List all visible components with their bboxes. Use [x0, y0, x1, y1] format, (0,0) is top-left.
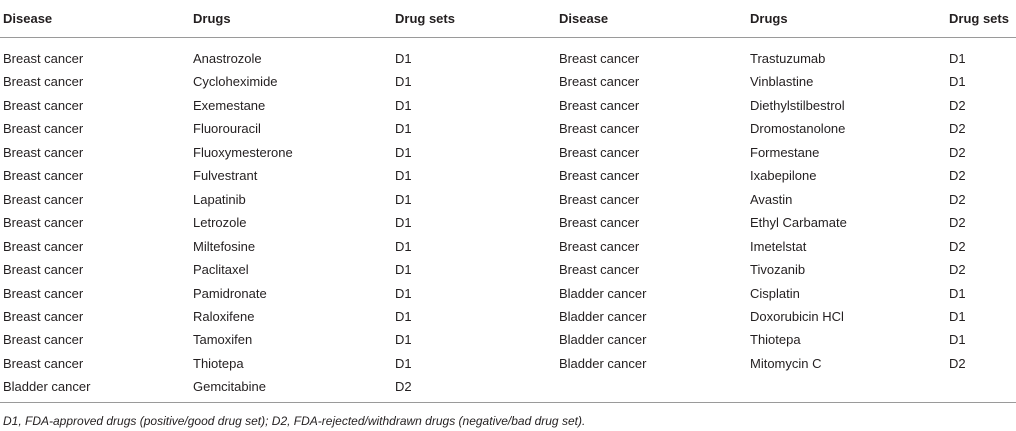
table-cell: Breast cancer — [3, 238, 84, 254]
table-cell: D2 — [949, 121, 966, 137]
table-cell: Breast cancer — [3, 285, 84, 301]
column-header: Drugs — [750, 11, 788, 26]
table-cell: D2 — [949, 355, 966, 371]
table-cell: Breast cancer — [3, 74, 84, 90]
table-cell: Breast cancer — [3, 121, 84, 137]
table-cell: Gemcitabine — [193, 379, 266, 395]
table-cell: Exemestane — [193, 97, 266, 113]
table-cell: Ethyl Carbamate — [750, 215, 847, 231]
table-cell: D1 — [395, 308, 412, 324]
table-cell: Breast cancer — [3, 144, 84, 160]
table-cell: Thiotepa — [750, 332, 801, 348]
table-cell: D1 — [395, 355, 412, 371]
table-cell: D1 — [395, 215, 412, 231]
table-cell: Breast cancer — [559, 121, 640, 137]
table-cell: D1 — [949, 285, 966, 301]
table-cell: D1 — [395, 191, 412, 207]
table-cell: Breast cancer — [3, 355, 84, 371]
table-cell: D2 — [949, 262, 966, 278]
table-cell: D2 — [949, 97, 966, 113]
table-cell: D1 — [395, 168, 412, 184]
table-cell: D1 — [949, 51, 966, 66]
table-cell: Tamoxifen — [193, 332, 253, 348]
table-cell: Breast cancer — [3, 332, 84, 348]
table-cell: Avastin — [750, 191, 793, 207]
table-cell: Anastrozole — [193, 51, 262, 66]
table-cell: Breast cancer — [559, 238, 640, 254]
table-cell: D1 — [395, 285, 412, 301]
table-cell: Dromostanolone — [750, 121, 846, 137]
table-cell: Breast cancer — [3, 262, 84, 278]
table-cell: Fulvestrant — [193, 168, 258, 184]
table-cell: Bladder cancer — [3, 379, 91, 395]
table-cell: Imetelstat — [750, 238, 807, 254]
table-cell: Breast cancer — [559, 74, 640, 90]
table-cell: Breast cancer — [3, 168, 84, 184]
footnote: D1, FDA-approved drugs (positive/good dr… — [3, 414, 586, 428]
table-cell: Paclitaxel — [193, 262, 249, 278]
table-cell: Breast cancer — [559, 168, 640, 184]
table-cell: D2 — [949, 168, 966, 184]
table-cell: Cycloheximide — [193, 74, 278, 90]
table-cell: Miltefosine — [193, 238, 256, 254]
table-cell: Breast cancer — [559, 191, 640, 207]
table-cell: Mitomycin C — [750, 355, 822, 371]
table-cell: Vinblastine — [750, 74, 814, 90]
table-cell: Breast cancer — [559, 97, 640, 113]
table-cell: Letrozole — [193, 215, 247, 231]
table-cell: Pamidronate — [193, 285, 267, 301]
table-cell: D2 — [949, 144, 966, 160]
table-cell: Trastuzumab — [750, 51, 826, 66]
header-rule — [0, 37, 1016, 38]
table-cell: Fluorouracil — [193, 121, 261, 137]
column-header: Drugs — [193, 11, 231, 26]
table-cell: Bladder cancer — [559, 308, 647, 324]
column-header: Drug sets — [395, 11, 455, 26]
table-cell: Thiotepa — [193, 355, 244, 371]
table-cell: D1 — [395, 121, 412, 137]
table-cell: D2 — [949, 238, 966, 254]
table-cell: Diethylstilbestrol — [750, 97, 845, 113]
table-cell: Fluoxymesterone — [193, 144, 293, 160]
table-cell: Ixabepilone — [750, 168, 817, 184]
table-cell: D2 — [395, 379, 412, 395]
table-cell: Doxorubicin HCl — [750, 308, 844, 324]
table-cell: D1 — [395, 238, 412, 254]
table-cell: Breast cancer — [3, 308, 84, 324]
table-cell: D2 — [949, 215, 966, 231]
table-cell: Cisplatin — [750, 285, 800, 301]
table-cell: D1 — [395, 144, 412, 160]
table-cell: Tivozanib — [750, 262, 806, 278]
table-cell: D1 — [949, 74, 966, 90]
table-cell: Formestane — [750, 144, 820, 160]
table-cell: Breast cancer — [559, 262, 640, 278]
table-cell: Breast cancer — [3, 215, 84, 231]
table-cell: D1 — [949, 308, 966, 324]
table-cell: D1 — [395, 74, 412, 90]
table-cell: Bladder cancer — [559, 285, 647, 301]
table-cell: D1 — [395, 332, 412, 348]
table-cell: Raloxifene — [193, 308, 255, 324]
table-cell: Bladder cancer — [559, 332, 647, 348]
table-cell: Breast cancer — [559, 144, 640, 160]
column-header: Disease — [559, 11, 609, 26]
column-header: Drug sets — [949, 11, 1009, 26]
table-cell: Breast cancer — [559, 51, 640, 66]
table-cell: Bladder cancer — [559, 355, 647, 371]
column-header: Disease — [3, 11, 53, 26]
bottom-rule — [0, 402, 1016, 403]
table-cell: Breast cancer — [559, 215, 640, 231]
table-cell: Breast cancer — [3, 51, 84, 66]
table-cell: D1 — [395, 262, 412, 278]
table-cell: D1 — [395, 51, 412, 66]
table-cell: Breast cancer — [3, 191, 84, 207]
table-cell: D1 — [395, 97, 412, 113]
table-cell: D2 — [949, 191, 966, 207]
table-cell: Breast cancer — [3, 97, 84, 113]
table-cell: Lapatinib — [193, 191, 246, 207]
table-cell: D1 — [949, 332, 966, 348]
